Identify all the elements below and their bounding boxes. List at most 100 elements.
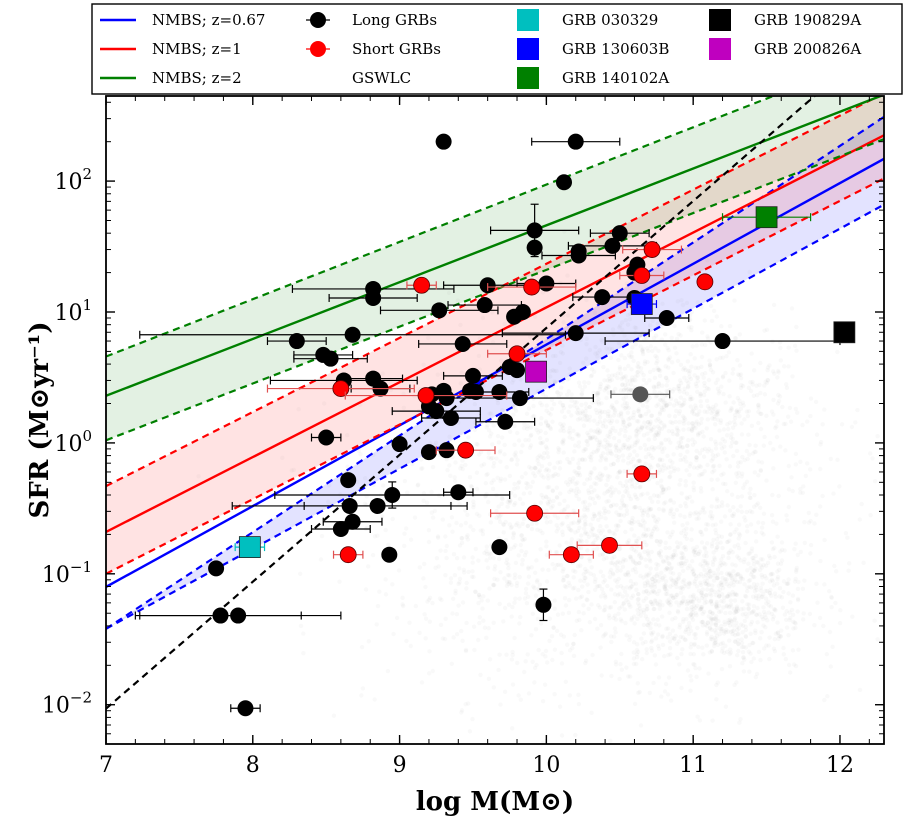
gswlc-point xyxy=(692,552,698,558)
gswlc-point xyxy=(629,477,634,482)
gswlc-point xyxy=(681,578,687,583)
long-grb-point xyxy=(450,484,467,501)
gswlc-point xyxy=(615,584,620,589)
gswlc-point xyxy=(597,428,603,434)
gswlc-point xyxy=(760,557,765,562)
gswlc-point xyxy=(765,365,771,370)
gswlc-point xyxy=(636,591,641,597)
gswlc-point xyxy=(429,489,434,495)
gswlc-point xyxy=(702,579,707,584)
gswlc-point xyxy=(419,680,425,685)
gswlc-point xyxy=(752,368,757,373)
gswlc-point xyxy=(564,515,570,520)
gswlc-point xyxy=(778,358,783,363)
gswlc-point xyxy=(463,508,468,513)
gswlc-point xyxy=(636,596,641,602)
gswlc-point xyxy=(646,527,651,532)
gswlc-point xyxy=(752,449,757,454)
gswlc-point xyxy=(565,482,571,487)
gswlc-point xyxy=(649,601,655,606)
gswlc-point xyxy=(654,384,659,389)
gswlc-point xyxy=(773,425,778,431)
gswlc-point xyxy=(558,632,564,637)
gswlc-point xyxy=(793,621,798,626)
gswlc-point xyxy=(442,636,448,642)
gswlc-point xyxy=(489,480,494,485)
gswlc-point xyxy=(628,415,633,421)
gswlc-point xyxy=(695,300,700,305)
gswlc-point xyxy=(331,713,337,718)
gswlc-point xyxy=(521,516,527,522)
gswlc-point xyxy=(693,665,698,671)
gswlc-point xyxy=(470,560,475,565)
gswlc-point xyxy=(532,473,538,479)
gswlc-point xyxy=(698,562,703,567)
gswlc-point xyxy=(724,604,729,609)
gswlc-point xyxy=(545,454,551,460)
gswlc-point xyxy=(782,612,788,617)
gswlc-point xyxy=(484,544,489,549)
gswlc-point xyxy=(479,598,484,603)
gswlc-point xyxy=(630,345,635,350)
gswlc-point xyxy=(469,574,475,579)
gswlc-point xyxy=(688,511,693,516)
gswlc-point xyxy=(728,548,733,553)
gswlc-point xyxy=(646,591,651,596)
gswlc-point xyxy=(654,566,659,571)
gswlc-point xyxy=(580,584,585,589)
gswlc-point xyxy=(707,362,713,367)
gswlc-point xyxy=(632,492,638,497)
gswlc-point xyxy=(708,616,714,621)
gswlc-point xyxy=(574,618,579,623)
gswlc-point xyxy=(610,425,615,431)
gswlc-point xyxy=(650,602,656,607)
gswlc-point xyxy=(795,596,801,602)
gswlc-point xyxy=(623,558,628,563)
gswlc-point xyxy=(812,521,817,526)
gswlc-point xyxy=(792,343,798,348)
gswlc-point xyxy=(719,557,724,562)
gswlc-point xyxy=(697,718,703,723)
gswlc-point xyxy=(676,383,681,388)
gswlc-point xyxy=(291,467,296,473)
gswlc-point xyxy=(638,493,644,498)
gswlc-point xyxy=(477,513,482,518)
gswlc-point xyxy=(709,621,714,626)
gswlc-point xyxy=(511,412,516,417)
gswlc-point xyxy=(768,587,773,593)
gswlc-point xyxy=(624,503,629,509)
gswlc-point xyxy=(702,318,707,323)
gswlc-point xyxy=(719,562,724,567)
gswlc-point xyxy=(613,578,618,583)
gswlc-point xyxy=(632,325,637,330)
gswlc-point xyxy=(618,371,623,376)
gswlc-point xyxy=(435,534,441,539)
gswlc-point xyxy=(560,532,565,538)
gswlc-point xyxy=(719,624,724,629)
gswlc-point xyxy=(585,531,590,537)
gswlc-point xyxy=(705,462,710,468)
gswlc-point xyxy=(736,409,741,414)
gswlc-point xyxy=(737,533,743,538)
gswlc-point xyxy=(501,522,506,527)
gswlc-point xyxy=(474,486,480,492)
ms-upper-1 xyxy=(106,96,882,488)
gswlc-point xyxy=(745,589,750,594)
gswlc-point xyxy=(708,569,713,574)
gswlc-point xyxy=(603,595,608,600)
gswlc-point xyxy=(787,405,793,411)
gswlc-point xyxy=(727,610,733,615)
gswlc-point xyxy=(624,593,630,598)
gswlc-point xyxy=(786,364,791,369)
gswlc-point xyxy=(631,519,637,525)
gswlc-point xyxy=(544,520,550,525)
gswlc-point xyxy=(582,481,587,486)
gswlc-point xyxy=(711,409,716,414)
gswlc-point xyxy=(730,371,735,376)
gswlc-point xyxy=(543,420,549,425)
gswlc-point xyxy=(672,636,677,641)
gswlc-point xyxy=(690,594,696,599)
gswlc-point xyxy=(568,541,574,546)
gswlc-point xyxy=(611,490,616,495)
gswlc-point xyxy=(543,648,549,654)
